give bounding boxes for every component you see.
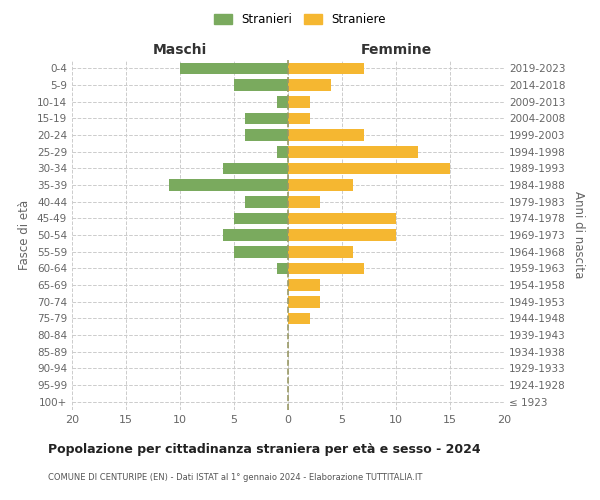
Bar [245,129,288,141]
Bar [234,79,288,91]
Bar [245,196,288,207]
Bar [288,196,320,207]
Y-axis label: Fasce di età: Fasce di età [19,200,31,270]
Bar [288,146,418,158]
Bar [288,62,364,74]
Bar [288,129,364,141]
Text: COMUNE DI CENTURIPE (EN) - Dati ISTAT al 1° gennaio 2024 - Elaborazione TUTTITAL: COMUNE DI CENTURIPE (EN) - Dati ISTAT al… [48,472,422,482]
Bar [288,296,320,308]
Bar [288,162,450,174]
Text: Femmine: Femmine [361,42,431,56]
Bar [288,229,396,241]
Bar [169,179,288,191]
Bar [288,312,310,324]
Bar [277,262,288,274]
Bar [180,62,288,74]
Bar [288,262,364,274]
Bar [245,112,288,124]
Bar [288,279,320,291]
Bar [277,146,288,158]
Y-axis label: Anni di nascita: Anni di nascita [572,192,585,278]
Bar [288,246,353,258]
Bar [223,162,288,174]
Bar [277,96,288,108]
Bar [288,212,396,224]
Bar [234,212,288,224]
Bar [288,179,353,191]
Bar [288,96,310,108]
Bar [223,229,288,241]
Bar [288,112,310,124]
Legend: Stranieri, Straniere: Stranieri, Straniere [209,8,391,31]
Bar [234,246,288,258]
Bar [288,79,331,91]
Text: Popolazione per cittadinanza straniera per età e sesso - 2024: Popolazione per cittadinanza straniera p… [48,442,481,456]
Text: Maschi: Maschi [153,42,207,56]
